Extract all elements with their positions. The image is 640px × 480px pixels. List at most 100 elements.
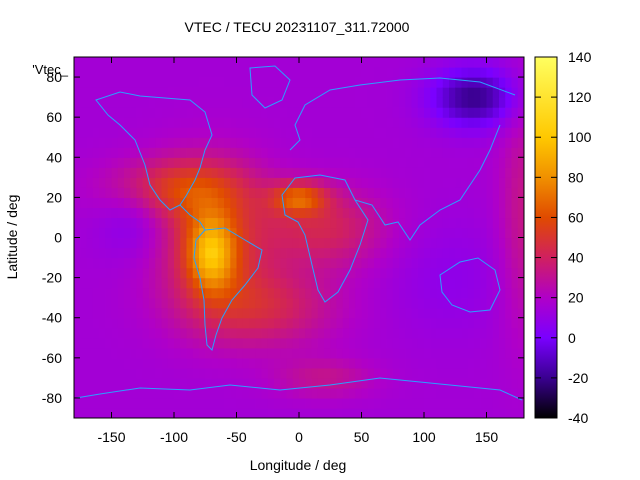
heatmap-cell: [117, 167, 125, 178]
heatmap-cell: [286, 97, 294, 108]
heatmap-cell: [474, 267, 481, 279]
heatmap-cell: [155, 327, 163, 339]
heatmap-cell: [124, 407, 131, 418]
heatmap-cell: [249, 267, 256, 279]
heatmap-cell: [155, 217, 163, 229]
heatmap-cell: [199, 327, 206, 339]
heatmap-cell: [192, 137, 200, 148]
heatmap-cell: [167, 377, 175, 389]
heatmap-cell: [492, 197, 500, 209]
x-tick-label: 0: [295, 429, 303, 445]
heatmap-cell: [74, 317, 81, 329]
heatmap-cell: [117, 197, 125, 209]
heatmap-cell: [199, 207, 206, 219]
heatmap-cell: [105, 267, 113, 279]
heatmap-cell: [386, 317, 394, 329]
heatmap-cell: [261, 137, 269, 148]
heatmap-cell: [436, 137, 444, 148]
heatmap-cell: [186, 387, 194, 399]
heatmap-cell: [205, 357, 213, 369]
heatmap-cell: [336, 77, 344, 88]
heatmap-cell: [380, 267, 388, 279]
heatmap-cell: [511, 167, 519, 178]
heatmap-cell: [436, 337, 444, 349]
heatmap-cell: [280, 127, 288, 138]
heatmap-cell: [111, 347, 119, 359]
heatmap-cell: [217, 227, 225, 239]
heatmap-cell: [467, 347, 475, 359]
heatmap-cell: [280, 267, 288, 279]
heatmap-cell: [349, 377, 356, 389]
heatmap-cell: [299, 207, 306, 219]
heatmap-cell: [224, 317, 231, 329]
heatmap-cell: [436, 217, 444, 229]
heatmap-cell: [336, 277, 344, 289]
heatmap-cell: [249, 207, 256, 219]
heatmap-cell: [242, 327, 250, 339]
heatmap-cell: [486, 67, 494, 78]
heatmap-cell: [149, 247, 156, 259]
heatmap-cell: [274, 137, 281, 148]
heatmap-cell: [330, 107, 338, 118]
heatmap-cell: [242, 397, 250, 409]
heatmap-cell: [199, 277, 206, 289]
heatmap-cell: [124, 297, 131, 309]
heatmap-cell: [280, 247, 288, 259]
heatmap-cell: [174, 297, 181, 309]
heatmap-cell: [480, 307, 488, 319]
heatmap-cell: [399, 67, 406, 78]
heatmap-cell: [124, 217, 131, 229]
heatmap-cell: [192, 117, 200, 128]
heatmap-cell: [236, 107, 244, 118]
heatmap-cell: [199, 347, 206, 359]
heatmap-cell: [217, 287, 225, 299]
heatmap-cell: [86, 207, 94, 219]
heatmap-cell: [224, 367, 231, 379]
heatmap-cell: [492, 247, 500, 259]
heatmap-cell: [167, 97, 175, 108]
heatmap-cell: [236, 267, 244, 279]
heatmap-cell: [324, 127, 331, 138]
heatmap-cell: [192, 297, 200, 309]
heatmap-cell: [305, 327, 313, 339]
heatmap-cell: [86, 127, 94, 138]
heatmap-cell: [449, 157, 456, 168]
heatmap-cell: [386, 137, 394, 148]
heatmap-cell: [455, 237, 463, 249]
heatmap-cell: [267, 387, 275, 399]
heatmap-cell: [317, 197, 325, 209]
heatmap-cell: [511, 327, 519, 339]
heatmap-cell: [192, 97, 200, 108]
heatmap-cell: [111, 307, 119, 319]
heatmap-cell: [449, 377, 456, 389]
heatmap-cell: [92, 337, 100, 349]
heatmap-cell: [224, 227, 231, 239]
heatmap-cell: [236, 327, 244, 339]
heatmap-cell: [492, 227, 500, 239]
heatmap-cell: [136, 217, 144, 229]
heatmap-cell: [74, 247, 81, 259]
heatmap-cell: [267, 377, 275, 389]
heatmap-cell: [424, 347, 431, 359]
heatmap-cell: [361, 237, 369, 249]
heatmap-cell: [380, 117, 388, 128]
heatmap-cell: [467, 187, 475, 198]
heatmap-cell: [192, 347, 200, 359]
heatmap-cell: [442, 67, 450, 78]
heatmap-cell: [130, 317, 138, 329]
heatmap-cell: [99, 407, 106, 418]
heatmap-cell: [355, 137, 363, 148]
heatmap-cell: [174, 97, 181, 108]
heatmap-cell: [74, 387, 81, 399]
heatmap-cell: [80, 347, 88, 359]
heatmap-cell: [86, 177, 94, 188]
heatmap-cell: [374, 287, 381, 299]
heatmap-cell: [174, 317, 181, 329]
heatmap-cell: [249, 107, 256, 118]
heatmap-cell: [230, 287, 238, 299]
heatmap-cell: [186, 137, 194, 148]
heatmap-cell: [442, 147, 450, 158]
heatmap-cell: [392, 227, 400, 239]
heatmap-cell: [392, 207, 400, 219]
heatmap-cell: [155, 117, 163, 128]
